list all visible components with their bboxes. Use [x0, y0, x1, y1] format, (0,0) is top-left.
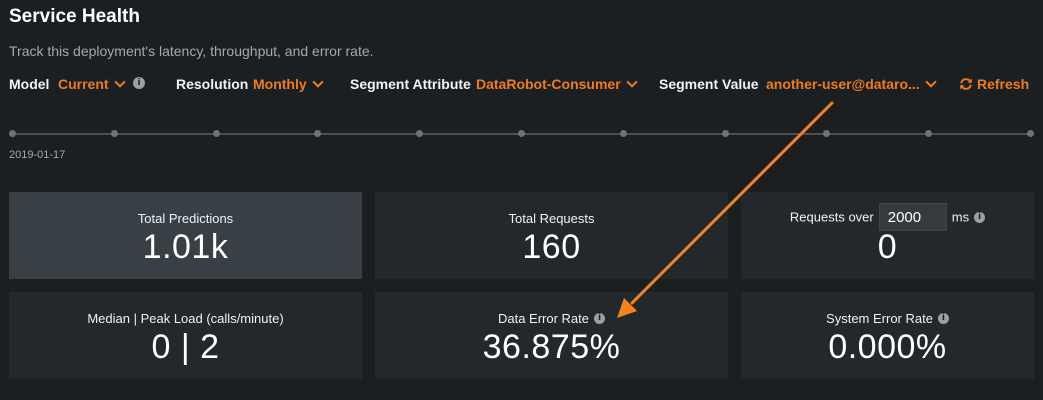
- segment-value-label: Segment Value: [659, 76, 759, 92]
- info-icon[interactable]: i: [974, 211, 986, 223]
- page-subtitle: Track this deployment's latency, through…: [9, 43, 374, 59]
- system-error-rate-label: System Error Rate: [826, 311, 933, 326]
- chevron-down-icon: [626, 76, 638, 88]
- info-icon[interactable]: i: [594, 313, 606, 325]
- timeline-slider[interactable]: [9, 130, 1034, 137]
- card-label: Data Error Rate i: [375, 311, 728, 326]
- timeline-dot[interactable]: [925, 130, 932, 137]
- timeline-dot[interactable]: [314, 130, 321, 137]
- info-icon[interactable]: i: [133, 77, 145, 89]
- timeline-date: 2019-01-17: [9, 149, 66, 161]
- model-dropdown[interactable]: Current: [58, 76, 126, 92]
- segment-value-dropdown[interactable]: another-user@dataro...: [766, 76, 937, 92]
- timeline-dot[interactable]: [1027, 130, 1034, 137]
- card-requests-over[interactable]: Requests over 2000 ms i 0: [741, 192, 1034, 279]
- card-total-predictions[interactable]: Total Predictions 1.01k: [9, 192, 362, 279]
- timeline-dot[interactable]: [9, 130, 16, 137]
- timeline-dot[interactable]: [722, 130, 729, 137]
- card-value: 36.875%: [482, 328, 621, 366]
- refresh-icon[interactable]: [959, 77, 973, 91]
- timeline-dot[interactable]: [416, 130, 423, 137]
- model-value: Current: [58, 76, 109, 92]
- card-label: Total Requests: [508, 211, 595, 226]
- timeline-dot[interactable]: [823, 130, 830, 137]
- segment-attribute-dropdown[interactable]: DataRobot-Consumer: [476, 76, 638, 92]
- unit-label: ms: [951, 209, 970, 225]
- threshold-input[interactable]: 2000: [878, 203, 947, 231]
- data-error-rate-label: Data Error Rate: [497, 311, 590, 326]
- refresh-button[interactable]: Refresh: [977, 76, 1030, 92]
- card-data-error-rate[interactable]: Data Error Rate i 36.875%: [375, 292, 728, 379]
- page-title: Service Health: [9, 6, 140, 27]
- resolution-value: Monthly: [253, 76, 307, 92]
- card-label: Median | Peak Load (calls/minute): [87, 311, 284, 326]
- chevron-down-icon: [113, 76, 126, 88]
- segment-value-value: another-user@dataro...: [766, 76, 920, 92]
- card-label: Total Predictions: [137, 211, 234, 226]
- segment-attribute-label: Segment Attribute: [350, 76, 471, 92]
- filter-bar: Model Current i Resolution Monthly Segme…: [9, 76, 1034, 96]
- requests-over-label: Requests over: [789, 209, 874, 225]
- timeline-dot[interactable]: [213, 130, 220, 137]
- chevron-down-icon: [925, 76, 937, 88]
- resolution-label: Resolution: [176, 76, 249, 92]
- chevron-down-icon: [311, 76, 324, 88]
- segment-attribute-value: DataRobot-Consumer: [476, 76, 621, 92]
- resolution-dropdown[interactable]: Monthly: [253, 76, 324, 92]
- timeline-dot[interactable]: [620, 130, 627, 137]
- card-value: 0: [877, 228, 898, 266]
- card-load[interactable]: Median | Peak Load (calls/minute) 0 | 2: [9, 292, 362, 379]
- card-value: 1.01k: [142, 228, 229, 266]
- card-system-error-rate[interactable]: System Error Rate i 0.000%: [741, 292, 1034, 379]
- card-value: 160: [522, 228, 581, 266]
- timeline-dot[interactable]: [111, 130, 118, 137]
- card-value: 0 | 2: [151, 328, 220, 366]
- card-label: System Error Rate i: [741, 311, 1034, 326]
- card-total-requests[interactable]: Total Requests 160: [375, 192, 728, 279]
- info-icon[interactable]: i: [937, 313, 949, 325]
- card-value: 0.000%: [828, 328, 947, 366]
- timeline-dot[interactable]: [518, 130, 525, 137]
- model-label: Model: [9, 76, 50, 92]
